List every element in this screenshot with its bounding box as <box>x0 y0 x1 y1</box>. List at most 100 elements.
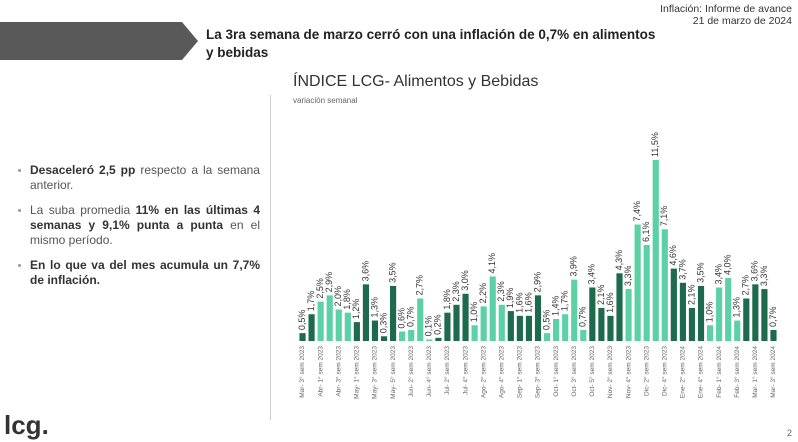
value-label: 1,4% <box>550 295 560 316</box>
bar <box>489 276 496 341</box>
value-label: 0,5% <box>541 310 551 331</box>
bar <box>562 314 569 341</box>
x-tick-label: Nov- 4° sem 2023 <box>624 346 632 398</box>
x-tick-label: Ago- 4° sem 2023 <box>497 346 505 398</box>
bar <box>706 325 714 341</box>
value-label: 2,3% <box>496 281 506 302</box>
bar <box>679 282 686 341</box>
bar <box>598 307 605 341</box>
x-tick-label: Nov- 2° sem 2023 <box>606 346 614 398</box>
bar <box>417 298 424 341</box>
bullet-text: La suba promedia <box>30 203 136 217</box>
value-label: 0,7% <box>578 306 588 327</box>
chart-title: ÍNDICE LCG- Alimentos y Bebidas <box>293 71 538 90</box>
x-tick-label: Mar- 3° sem 2024 <box>769 346 777 398</box>
bar <box>408 329 415 341</box>
bar <box>734 320 741 341</box>
value-label: 3,5% <box>387 262 397 283</box>
value-label: 3,3% <box>623 266 633 287</box>
x-tick-label: Oct- 3° sem 2023 <box>570 346 578 397</box>
value-label: 0,7% <box>768 306 778 327</box>
header-title: La 3ra semana de marzo cerró con una inf… <box>206 27 656 60</box>
x-tick-label: Feb- 3° sem 2024 <box>733 346 741 398</box>
value-label: 11,5% <box>650 132 660 157</box>
report-name: Inflación: Informe de avance <box>660 3 792 15</box>
header-band <box>0 22 198 60</box>
bullet: En lo que va del mes acumula un 7,7% de … <box>18 258 260 288</box>
bar <box>543 333 551 341</box>
bar <box>607 315 614 341</box>
x-tick-label: May- 5° sem 2023 <box>389 346 397 399</box>
chart-subtitle: variación semanal <box>293 96 358 105</box>
value-label: 3,4% <box>587 264 597 285</box>
value-label: 1,3% <box>732 297 742 318</box>
value-label: 3,6% <box>360 261 370 282</box>
value-label: 1,6% <box>514 292 524 313</box>
value-label: 2,2% <box>478 283 488 304</box>
bar <box>471 325 478 341</box>
bullet-text: 11% en las últimas 4 semanas y 9,1% punt… <box>30 203 261 232</box>
bar <box>362 284 370 341</box>
value-label: 7,1% <box>659 206 669 227</box>
bar <box>453 304 460 341</box>
x-tick-label: Jul- 2° sem 2023 <box>443 346 451 395</box>
bar <box>317 301 324 341</box>
value-label: 1,6% <box>605 292 615 313</box>
bar <box>743 298 750 341</box>
x-tick-label: Mar- 1° sem 2024 <box>751 346 759 398</box>
value-label: 2,9% <box>532 272 542 293</box>
x-tick-label: Abr- 3° sem 2023 <box>334 346 342 397</box>
x-tick-label: Jun- 4° sem 2023 <box>425 346 433 397</box>
value-label: 3,4% <box>714 264 724 285</box>
value-label: 0,1% <box>424 316 434 337</box>
value-label: 3,0% <box>460 270 470 291</box>
bar <box>426 339 433 341</box>
bar <box>326 295 333 341</box>
value-label: 0,6% <box>397 308 407 329</box>
x-tick-label: Ago- 2° sem 2023 <box>479 346 487 398</box>
bar <box>299 333 306 341</box>
bar <box>716 287 723 341</box>
bar <box>480 306 487 341</box>
bar <box>652 160 659 341</box>
bar <box>380 336 388 341</box>
value-label: 2,7% <box>741 275 751 296</box>
value-label: 0,3% <box>378 313 388 334</box>
bar <box>344 312 351 341</box>
value-label: 1,9% <box>505 288 515 309</box>
value-label: 2,1% <box>686 284 696 305</box>
bar <box>390 285 397 341</box>
x-tick-label: Dic- 4° sem 2023 <box>661 346 669 396</box>
bullet-text: en el mismo período. <box>30 218 260 247</box>
value-label: 2,0% <box>333 286 343 307</box>
bar <box>516 315 523 341</box>
x-tick-label: Abr- 1° sem 2023 <box>316 346 324 397</box>
value-label: 4,0% <box>723 255 733 276</box>
value-label: 1,8% <box>342 289 352 310</box>
value-label: 0,7% <box>406 306 416 327</box>
value-label: 2,3% <box>451 281 461 302</box>
x-tick-label: Feb- 1° sem 2024 <box>715 346 723 398</box>
x-tick-label: Oct- 5° sem 2023 <box>588 346 596 397</box>
bar <box>589 287 596 341</box>
value-label: 1,0% <box>469 302 479 323</box>
value-label: 1,3% <box>369 297 379 318</box>
value-label: 3,6% <box>750 261 760 282</box>
value-label: 1,7% <box>560 291 570 312</box>
bar <box>507 311 514 341</box>
x-tick-label: Jul- 4° sem 2023 <box>461 346 469 395</box>
x-tick-label: Sep- 1° sem 2023 <box>516 346 524 398</box>
x-tick-label: Sep- 3° sem 2023 <box>534 346 542 398</box>
bar <box>534 295 542 341</box>
x-tick-label: Ene- 2° sem 2024 <box>679 346 687 398</box>
value-label: 4,1% <box>487 253 497 274</box>
value-label: 6,1% <box>641 221 651 242</box>
value-label: 1,7% <box>306 291 316 312</box>
bullet-text: Desaceleró 2,5 pp <box>30 163 136 177</box>
bar <box>462 293 469 341</box>
bar <box>752 284 759 341</box>
value-label: 1,0% <box>704 302 714 323</box>
value-label: 0,2% <box>433 314 443 335</box>
value-label: 3,3% <box>759 266 769 287</box>
